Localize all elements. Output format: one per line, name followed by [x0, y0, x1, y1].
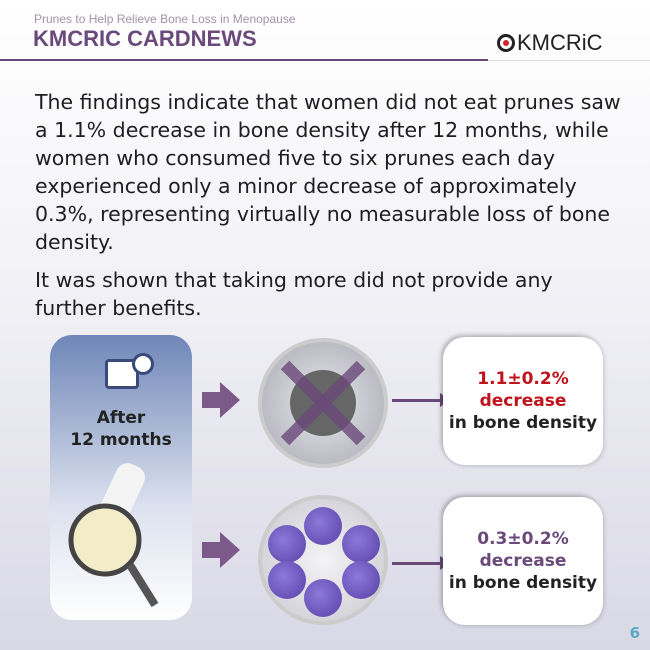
cross-icon	[280, 360, 366, 446]
logo-text: KMCRiC	[517, 30, 603, 55]
header-divider-light	[488, 60, 650, 61]
result-suffix: in bone density	[448, 413, 598, 433]
bone-magnifier-icon	[68, 463, 159, 608]
no-prune-circle	[258, 338, 388, 468]
result-arrow	[392, 556, 450, 570]
prune-icon	[268, 561, 306, 599]
prunes-result-card: 0.3±0.2% decrease in bone density	[443, 497, 603, 625]
prunes-circle	[258, 495, 388, 625]
paragraph-benefits: It was shown that taking more did not pr…	[35, 268, 553, 320]
result-suffix: in bone density	[448, 573, 598, 593]
result-word: decrease	[479, 391, 567, 411]
result-value: 0.3±0.2%	[477, 529, 569, 549]
prune-icon	[304, 579, 342, 617]
result-word: decrease	[479, 551, 567, 571]
prune-icon	[268, 525, 306, 563]
header-subtitle: Prunes to Help Relieve Bone Loss in Meno…	[34, 12, 296, 26]
clock-icon	[132, 353, 154, 375]
result-arrow	[392, 393, 450, 407]
kmcric-logo: KMCRiC	[497, 30, 603, 56]
body-text: The findings indicate that women did not…	[35, 88, 625, 332]
header-title: KMCRIC CARDNEWS	[33, 26, 257, 51]
paragraph-findings: The findings indicate that women did not…	[35, 90, 621, 254]
prune-icon	[342, 525, 380, 563]
prune-icon	[342, 561, 380, 599]
result-value: 1.1±0.2%	[477, 369, 569, 389]
logo-icon	[497, 34, 515, 52]
page-number: 6	[629, 624, 640, 642]
arrow-right-icon	[202, 382, 240, 418]
no-prunes-result-card: 1.1±0.2% decrease in bone density	[443, 337, 603, 465]
time-label: After 12 months	[70, 408, 172, 450]
prune-icon	[304, 507, 342, 545]
header-divider	[0, 59, 488, 61]
arrow-right-icon	[202, 532, 240, 568]
